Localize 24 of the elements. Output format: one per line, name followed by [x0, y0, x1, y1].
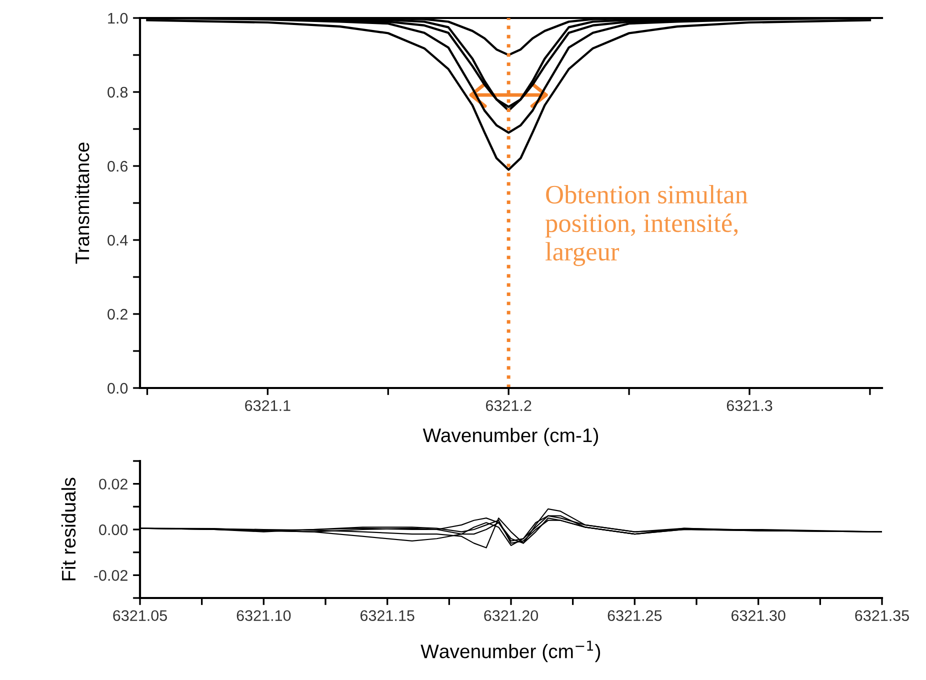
y-tick-label: 1.0 [108, 12, 128, 24]
x-tick-label: 6321.35 [855, 610, 909, 622]
y-tick-label: 0.0 [108, 382, 128, 394]
y-tick-label: 0.02 [99, 478, 128, 490]
x-axis-title: Wavenumber (cm$^{−1}$) [420, 640, 600, 662]
x-tick-label: 6321.15 [360, 610, 414, 622]
x-tick-label: 6321.2 [486, 400, 532, 412]
y-tick-label: 0.4 [108, 234, 128, 246]
y-tick-label: 0.00 [99, 524, 128, 536]
x-tick-label: 6321.10 [236, 610, 291, 622]
y-tick-label: -0.02 [94, 570, 128, 581]
x-tick-label: 6321.3 [726, 400, 772, 412]
annotation: Obtention simultan position, intensité, largeur [545, 185, 748, 266]
x-tick-label: 6321.20 [484, 610, 538, 622]
x-tick-label: 6321.30 [732, 610, 786, 622]
x-axis-title: Wavenumber (cm-1) [422, 428, 598, 446]
y-axis-title: Transmittance [74, 142, 90, 264]
y-tick-label: 0.2 [108, 308, 128, 320]
y-tick-label: 0.6 [108, 160, 128, 172]
x-tick-label: 6321.05 [113, 610, 167, 622]
y-tick-label: 0.8 [108, 86, 128, 98]
y-axis-title: Fit residuals [61, 478, 76, 580]
x-tick-label: 6321.1 [245, 400, 290, 412]
x-tick-label: 6321.25 [608, 610, 662, 622]
